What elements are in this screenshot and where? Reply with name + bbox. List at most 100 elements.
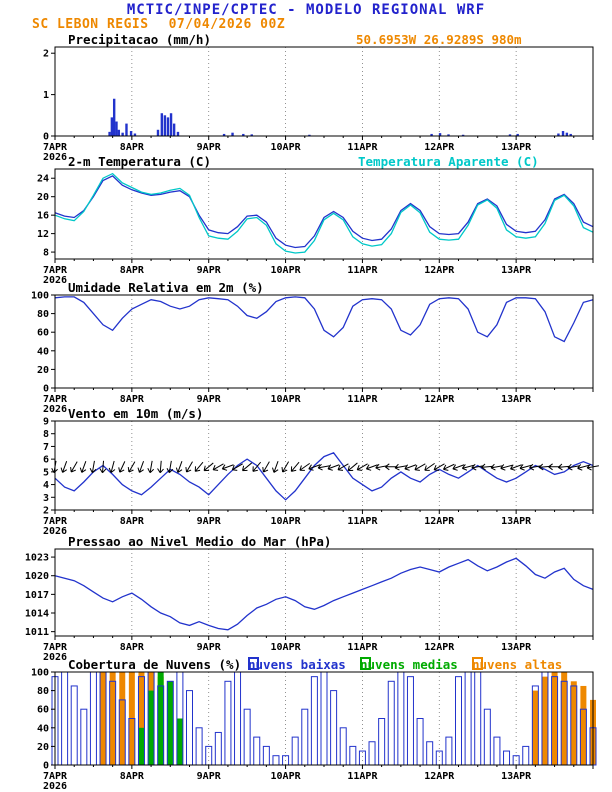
svg-text:2026: 2026: [43, 275, 67, 286]
panel-title-humidity: Umidade Relativa em 2m (%): [68, 280, 264, 295]
legend-apparent-temperature: Temperatura Aparente (C): [358, 154, 539, 169]
svg-text:60: 60: [37, 705, 49, 716]
svg-text:0: 0: [43, 384, 49, 395]
page-title: MCTIC/INPE/CPTEC - MODELO REGIONAL WRF: [126, 2, 486, 18]
svg-text:7APR: 7APR: [43, 516, 68, 527]
high-clouds-swatch-icon: [472, 657, 483, 670]
svg-text:12APR: 12APR: [424, 516, 455, 527]
svg-text:7APR: 7APR: [43, 142, 68, 153]
svg-text:0: 0: [43, 132, 49, 143]
panel-title-pressure: Pressao ao Nivel Medio do Mar (hPa): [68, 534, 332, 549]
svg-text:9APR: 9APR: [197, 265, 222, 276]
svg-text:12: 12: [37, 229, 49, 240]
svg-text:60: 60: [37, 328, 49, 339]
svg-text:20: 20: [37, 192, 49, 203]
legend-low-clouds-label: nuvens baixas: [248, 657, 346, 672]
svg-text:9APR: 9APR: [197, 516, 222, 527]
svg-text:9: 9: [43, 417, 49, 428]
svg-text:9APR: 9APR: [197, 642, 222, 653]
svg-text:2: 2: [43, 49, 49, 60]
svg-text:10APR: 10APR: [271, 394, 302, 405]
svg-text:12APR: 12APR: [424, 265, 455, 276]
svg-text:1020: 1020: [25, 571, 49, 582]
svg-text:40: 40: [37, 346, 49, 357]
svg-text:12APR: 12APR: [424, 771, 455, 782]
header-subtitle: SC LEBON REGIS 07/04/2026 00Z: [32, 17, 285, 32]
svg-text:100: 100: [31, 291, 49, 302]
svg-text:8: 8: [43, 248, 49, 259]
svg-text:11APR: 11APR: [347, 771, 378, 782]
svg-text:10APR: 10APR: [271, 265, 302, 276]
svg-text:0: 0: [43, 761, 49, 772]
wind-chart: 2 3 4 56 7 89 7APR 8APR 9APR 10APR 11APR 12APR 13APR…: [43, 417, 599, 537]
humidity-chart: 0 20 40 60 80 100 7APR 8APR 9APR 10APR 11APR 12APR 1…: [31, 291, 594, 415]
svg-text:2026: 2026: [43, 526, 67, 537]
svg-text:24: 24: [37, 174, 49, 185]
svg-text:7: 7: [43, 442, 49, 453]
svg-text:6: 6: [43, 455, 49, 466]
svg-text:12APR: 12APR: [424, 394, 455, 405]
panel-title-precipitation: Precipitacao (mm/h): [68, 32, 211, 47]
svg-text:80: 80: [37, 686, 49, 697]
station-name: SC LEBON REGIS: [32, 17, 149, 32]
svg-text:11APR: 11APR: [347, 265, 378, 276]
panel-title-clouds: Cobertura de Nuvens (%): [68, 657, 242, 672]
panel-title-wind: Vento em 10m (m/s): [68, 406, 204, 421]
svg-text:2026: 2026: [43, 404, 67, 415]
svg-text:11APR: 11APR: [347, 142, 378, 153]
pressure-chart: 1011 1014 1017 1020 1023 7APR 8APR 9APR 10APR 11A…: [25, 548, 594, 663]
panel-title-row-wind: Vento em 10m (m/s): [0, 406, 612, 421]
svg-text:20: 20: [37, 742, 49, 753]
svg-text:1014: 1014: [25, 609, 49, 620]
mid-clouds-swatch-icon: [360, 657, 371, 670]
svg-text:7APR: 7APR: [43, 394, 68, 405]
svg-text:8APR: 8APR: [120, 142, 145, 153]
svg-text:13APR: 13APR: [501, 642, 532, 653]
svg-text:7APR: 7APR: [43, 642, 68, 653]
svg-text:11APR: 11APR: [347, 642, 378, 653]
svg-text:13APR: 13APR: [501, 265, 532, 276]
precipitation-chart: 0 1 2 7APR 8APR 9APR 10APR 11APR 12APR 13APR 2026: [43, 46, 594, 163]
svg-text:13APR: 13APR: [501, 516, 532, 527]
svg-text:10APR: 10APR: [271, 142, 302, 153]
panel-title-row-precipitation: Precipitacao (mm/h) 50.6953W 26.9289S 98…: [0, 32, 612, 47]
svg-text:2026: 2026: [43, 152, 67, 163]
legend-mid-clouds-label: nuvens medias: [360, 657, 458, 672]
svg-text:7APR: 7APR: [43, 771, 68, 782]
coordinates-label: 50.6953W 26.9289S 980m: [356, 32, 522, 47]
panel-title-row-pressure: Pressao ao Nivel Medio do Mar (hPa): [0, 534, 612, 549]
svg-text:16: 16: [37, 211, 49, 222]
svg-text:40: 40: [37, 723, 49, 734]
svg-text:8APR: 8APR: [120, 394, 145, 405]
svg-text:10APR: 10APR: [271, 771, 302, 782]
run-datetime: 07/04/2026 00Z: [168, 17, 286, 32]
low-clouds-swatch-icon: [248, 657, 259, 670]
svg-text:1011: 1011: [25, 627, 49, 638]
svg-text:7APR: 7APR: [43, 265, 68, 276]
svg-text:9APR: 9APR: [197, 142, 222, 153]
svg-text:2026: 2026: [43, 652, 67, 663]
svg-text:8APR: 8APR: [120, 265, 145, 276]
svg-text:5: 5: [43, 467, 49, 478]
svg-text:2: 2: [43, 506, 49, 517]
svg-text:1023: 1023: [25, 553, 49, 564]
svg-text:8: 8: [43, 429, 49, 440]
svg-text:13APR: 13APR: [501, 771, 532, 782]
svg-text:10APR: 10APR: [271, 516, 302, 527]
legend-high-clouds-label: nuvens altas: [472, 657, 563, 672]
svg-text:100: 100: [31, 668, 49, 679]
svg-text:8APR: 8APR: [120, 771, 145, 782]
svg-text:3: 3: [43, 493, 49, 504]
svg-text:8APR: 8APR: [120, 516, 145, 527]
svg-text:20: 20: [37, 365, 49, 376]
svg-text:9APR: 9APR: [197, 394, 222, 405]
panel-title-row-clouds: Cobertura de Nuvens (%) nuvens baixas nu…: [0, 657, 612, 672]
svg-text:1017: 1017: [25, 590, 49, 601]
panel-title-row-temperature: 2-m Temperatura (C) Temperatura Aparente…: [0, 154, 612, 169]
cloud-cover-chart: 0 20 40 60 80 100 7APR 8APR 9APR 10APR 11APR 12APR 1…: [31, 668, 597, 792]
svg-text:13APR: 13APR: [501, 394, 532, 405]
svg-text:13APR: 13APR: [501, 142, 532, 153]
svg-text:8APR: 8APR: [120, 642, 145, 653]
panel-title-temperature: 2-m Temperatura (C): [68, 154, 211, 169]
